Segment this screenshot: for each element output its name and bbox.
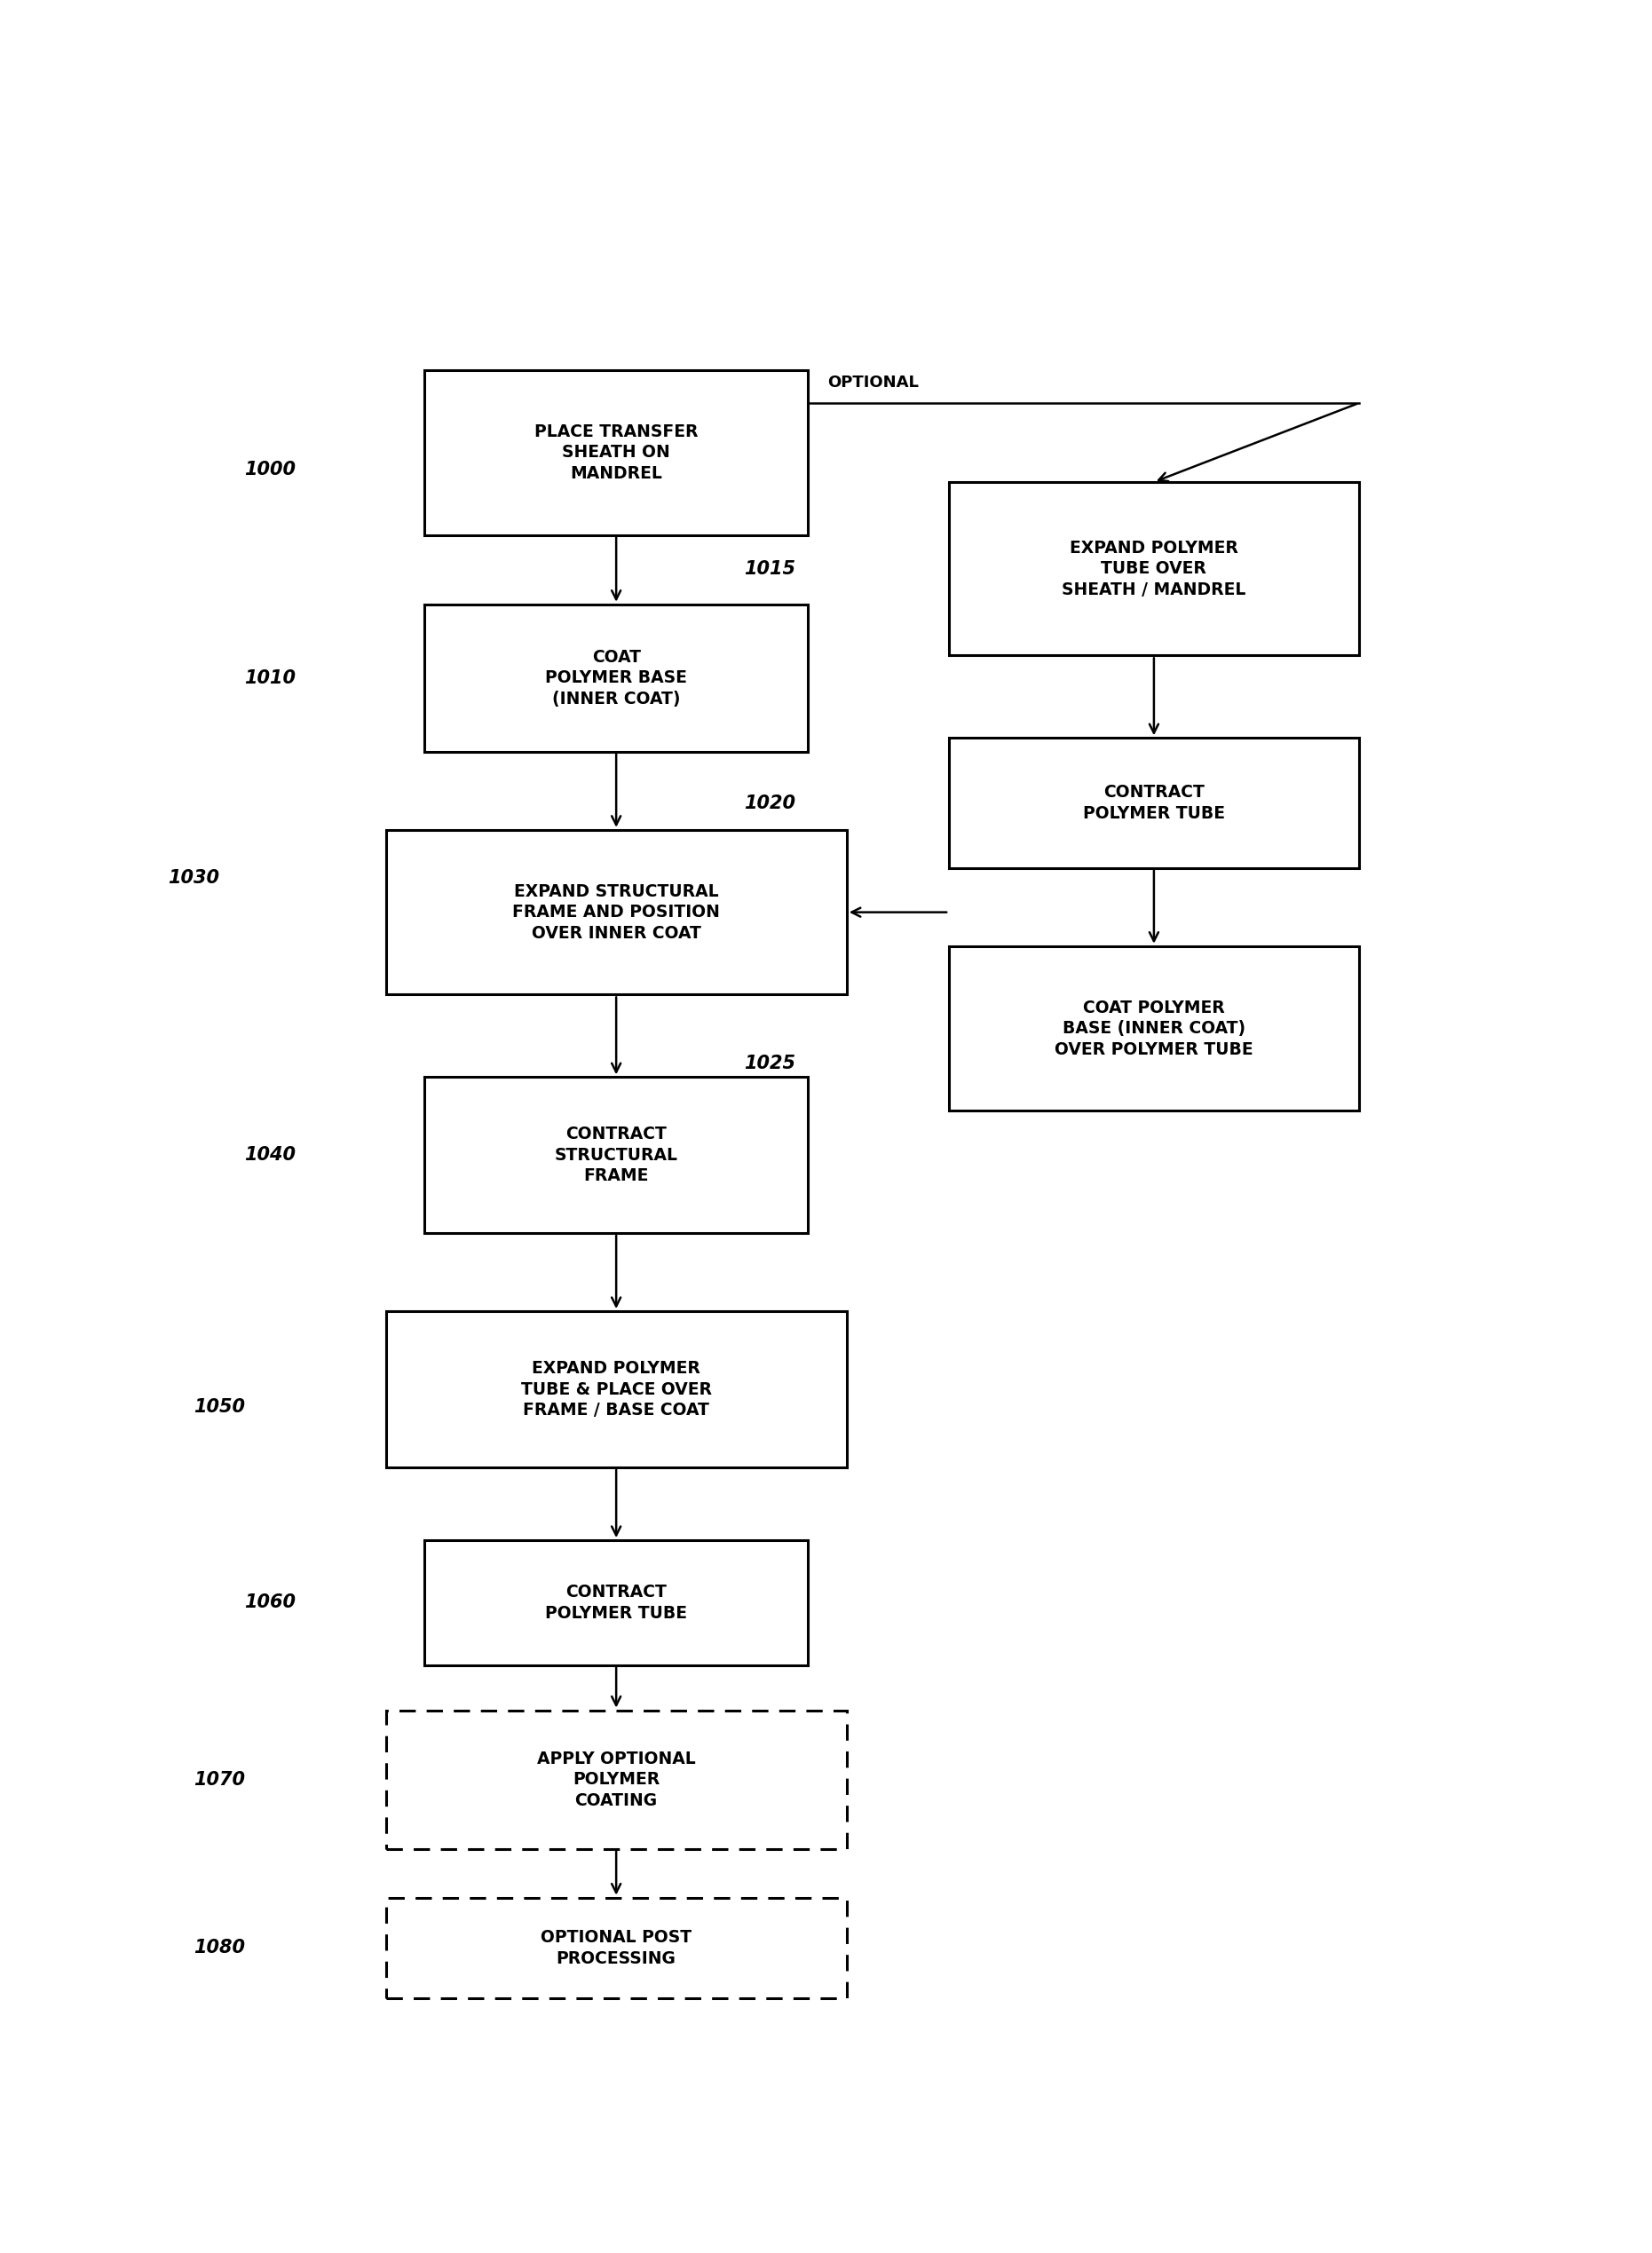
- FancyBboxPatch shape: [387, 1311, 847, 1467]
- Text: 1040: 1040: [244, 1147, 296, 1165]
- FancyBboxPatch shape: [948, 739, 1358, 867]
- Text: 1050: 1050: [193, 1397, 244, 1415]
- Text: 1025: 1025: [743, 1054, 796, 1072]
- FancyBboxPatch shape: [425, 1077, 808, 1232]
- Text: COAT
POLYMER BASE
(INNER COAT): COAT POLYMER BASE (INNER COAT): [545, 649, 687, 707]
- FancyBboxPatch shape: [948, 946, 1358, 1111]
- Text: EXPAND STRUCTURAL
FRAME AND POSITION
OVER INNER COAT: EXPAND STRUCTURAL FRAME AND POSITION OVE…: [512, 883, 720, 942]
- Text: OPTIONAL POST
PROCESSING: OPTIONAL POST PROCESSING: [540, 1929, 692, 1967]
- Text: OPTIONAL: OPTIONAL: [828, 374, 919, 392]
- FancyBboxPatch shape: [387, 829, 847, 994]
- Text: EXPAND POLYMER
TUBE & PLACE OVER
FRAME / BASE COAT: EXPAND POLYMER TUBE & PLACE OVER FRAME /…: [520, 1361, 712, 1419]
- Text: 1070: 1070: [193, 1771, 244, 1789]
- Text: PLACE TRANSFER
SHEATH ON
MANDREL: PLACE TRANSFER SHEATH ON MANDREL: [534, 424, 699, 482]
- Text: CONTRACT
POLYMER TUBE: CONTRACT POLYMER TUBE: [1084, 784, 1224, 822]
- Text: 1015: 1015: [743, 559, 796, 577]
- Text: EXPAND POLYMER
TUBE OVER
SHEATH / MANDREL: EXPAND POLYMER TUBE OVER SHEATH / MANDRE…: [1062, 538, 1246, 597]
- FancyBboxPatch shape: [425, 369, 808, 534]
- Text: 1080: 1080: [193, 1940, 244, 1958]
- Text: 1000: 1000: [244, 462, 296, 478]
- Text: CONTRACT
STRUCTURAL
FRAME: CONTRACT STRUCTURAL FRAME: [555, 1126, 677, 1185]
- Text: 1010: 1010: [244, 669, 296, 687]
- FancyBboxPatch shape: [387, 1897, 847, 1998]
- FancyBboxPatch shape: [425, 1541, 808, 1665]
- Text: 1030: 1030: [169, 870, 220, 885]
- Text: 1020: 1020: [743, 793, 796, 811]
- FancyBboxPatch shape: [425, 604, 808, 753]
- Text: 1060: 1060: [244, 1593, 296, 1611]
- Text: CONTRACT
POLYMER TUBE: CONTRACT POLYMER TUBE: [545, 1584, 687, 1622]
- FancyBboxPatch shape: [387, 1710, 847, 1850]
- FancyBboxPatch shape: [948, 482, 1358, 656]
- Text: COAT POLYMER
BASE (INNER COAT)
OVER POLYMER TUBE: COAT POLYMER BASE (INNER COAT) OVER POLY…: [1054, 998, 1254, 1057]
- Text: APPLY OPTIONAL
POLYMER
COATING: APPLY OPTIONAL POLYMER COATING: [537, 1751, 695, 1809]
